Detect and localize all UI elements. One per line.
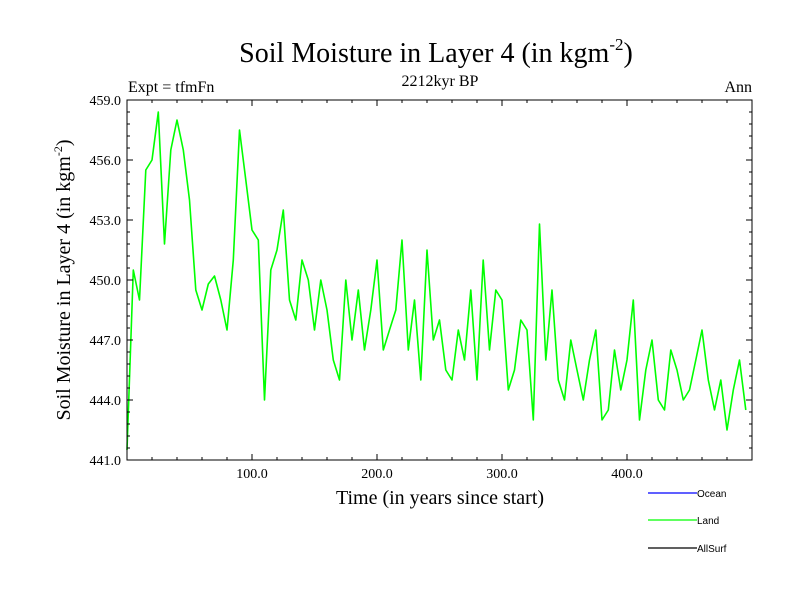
y-tick-label: 441.0 — [90, 454, 122, 469]
y-axis-label: Soil Moisture in Layer 4 (in kgm-2) — [51, 139, 75, 420]
y-tick-label: 450.0 — [90, 274, 122, 289]
x-tick-label: 300.0 — [486, 467, 518, 482]
legend-label-ocean: Ocean — [697, 489, 726, 500]
plot-area: 100.0 200.0 300.0 400.0 441.0 444.0 447.0 450.0… — [90, 94, 753, 482]
y-tick-label: 459.0 — [90, 94, 122, 109]
y-tick-label: 447.0 — [90, 334, 122, 349]
x-tick-label: 100.0 — [236, 467, 268, 482]
legend: Ocean Land AllSurf — [648, 489, 727, 555]
season-label: Ann — [724, 79, 752, 96]
legend-entry-allsurf: AllSurf — [648, 544, 727, 555]
legend-entry-ocean: Ocean — [648, 489, 726, 500]
series-line-land — [126, 111, 747, 451]
period-label: 2212kyr BP — [402, 73, 479, 90]
experiment-label: Expt = tfmFn — [128, 79, 214, 96]
legend-label-land: Land — [697, 516, 719, 527]
x-tick-label: 400.0 — [611, 467, 643, 482]
y-tick-label: 444.0 — [90, 394, 122, 409]
x-axis-label: Time (in years since start) — [336, 487, 544, 509]
y-tick-label: 456.0 — [90, 154, 122, 169]
legend-entry-land: Land — [648, 516, 719, 527]
legend-label-allsurf: AllSurf — [697, 544, 727, 555]
y-tick-label: 453.0 — [90, 214, 122, 229]
chart-title: Soil Moisture in Layer 4 (in kgm-2) — [239, 35, 633, 69]
x-tick-label: 200.0 — [361, 467, 393, 482]
plot-frame — [126, 99, 753, 461]
